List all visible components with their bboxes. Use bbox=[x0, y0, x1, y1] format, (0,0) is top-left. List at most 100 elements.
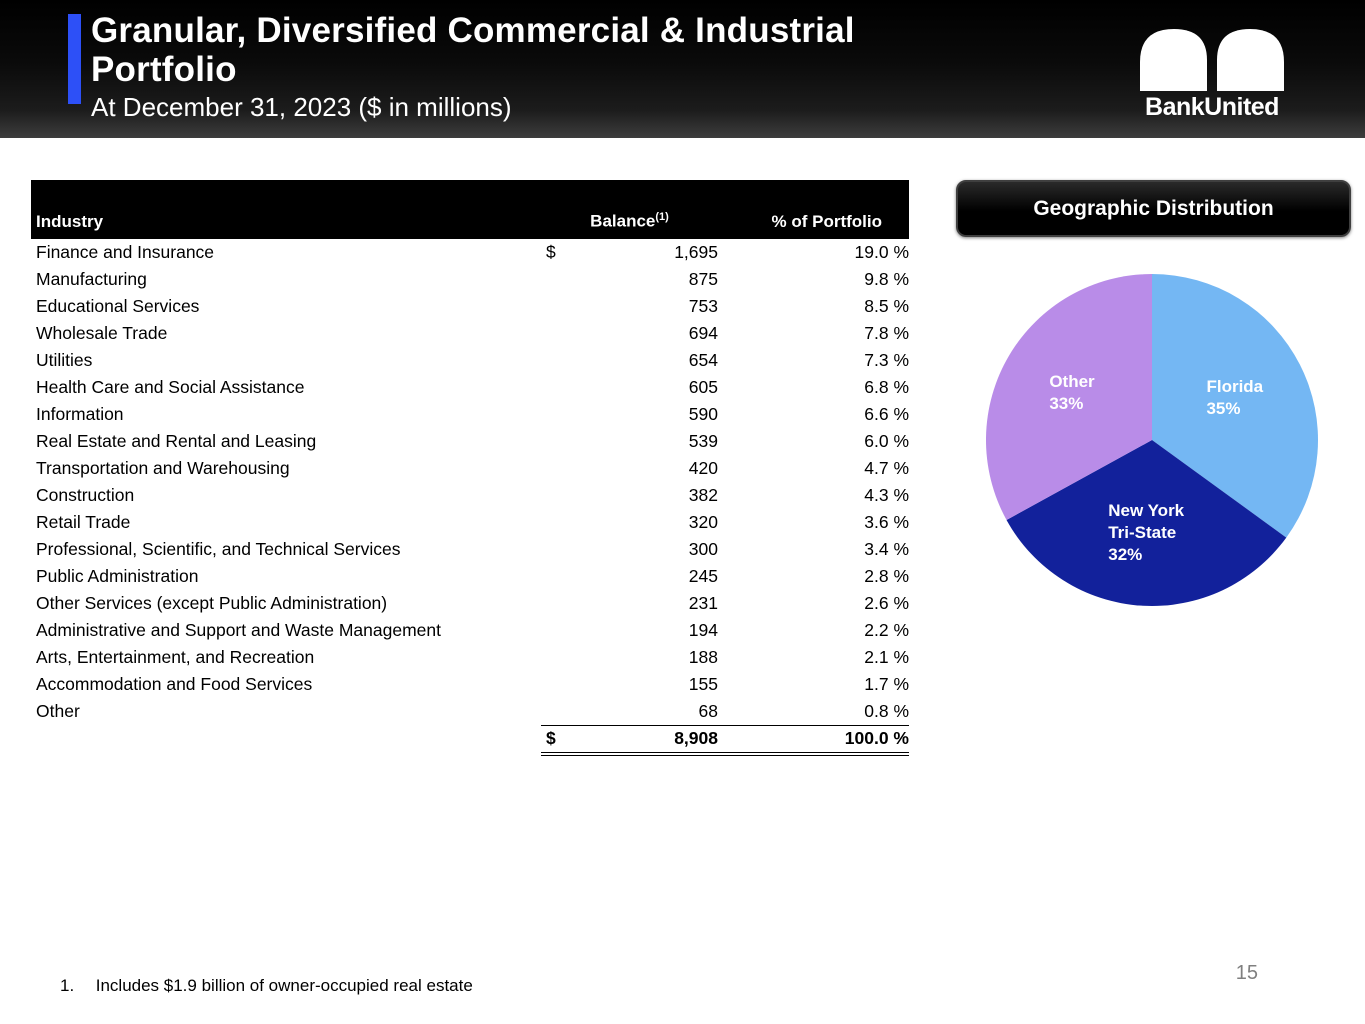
footnote-marker: 1. bbox=[60, 976, 75, 995]
total-dollar-cell: $ bbox=[541, 724, 572, 756]
dollar-cell bbox=[541, 320, 572, 347]
balance-cell: 694 bbox=[688, 323, 718, 343]
dollar-cell bbox=[541, 617, 572, 644]
portfolio-cell: 6.8 % bbox=[864, 377, 909, 397]
industry-cell: Other Services (except Public Administra… bbox=[36, 593, 388, 613]
balance-cell: 68 bbox=[698, 700, 718, 721]
table-total-row: $ 8,908 100.0 % bbox=[31, 724, 909, 756]
footnote-text: Includes $1.9 billion of owner-occupied … bbox=[95, 976, 473, 995]
dollar-cell bbox=[541, 347, 572, 374]
balance-cell: 420 bbox=[688, 458, 718, 478]
industry-cell: Administrative and Support and Waste Man… bbox=[36, 620, 441, 640]
bankunited-logo-text: BankUnited bbox=[1145, 93, 1279, 121]
portfolio-cell: 3.6 % bbox=[864, 512, 909, 532]
industry-cell: Health Care and Social Assistance bbox=[36, 377, 305, 397]
portfolio-cell: 7.8 % bbox=[864, 323, 909, 343]
table-row: Accommodation and Food Services 155 1.7 % bbox=[31, 671, 909, 698]
table-row: Finance and Insurance $1,695 19.0 % bbox=[31, 239, 909, 266]
table-row: Construction 382 4.3 % bbox=[31, 482, 909, 509]
balance-cell: 539 bbox=[688, 431, 718, 451]
balance-cell: 155 bbox=[688, 674, 718, 694]
balance-cell: 875 bbox=[688, 269, 718, 289]
balance-cell: 231 bbox=[688, 593, 718, 613]
table-row: Health Care and Social Assistance 605 6.8 … bbox=[31, 374, 909, 401]
balance-cell: 300 bbox=[688, 539, 718, 559]
industry-cell: Information bbox=[36, 404, 124, 424]
table-row: Real Estate and Rental and Leasing 539 6.0… bbox=[31, 428, 909, 455]
table-row: Manufacturing 875 9.8 % bbox=[31, 266, 909, 293]
table-row: Educational Services 753 8.5 % bbox=[31, 293, 909, 320]
geographic-distribution-title: Geographic Distribution bbox=[956, 180, 1351, 237]
pie-label-new-york-tri-state: New York Tri-State 32% bbox=[1108, 500, 1185, 564]
slide-title: Granular, Diversified Commercial & Indus… bbox=[91, 11, 855, 89]
industry-cell: Utilities bbox=[36, 350, 93, 370]
balance-cell: 590 bbox=[688, 404, 718, 424]
dollar-cell bbox=[541, 509, 572, 536]
pie-svg bbox=[985, 274, 1319, 607]
industry-cell: Finance and Insurance bbox=[36, 242, 215, 262]
pie-slice-other bbox=[985, 274, 1152, 520]
table-header-row: Industry Balance(1) % of Portfolio bbox=[31, 180, 909, 239]
balance-cell: 605 bbox=[688, 377, 718, 397]
industry-cell: Retail Trade bbox=[36, 512, 131, 532]
portfolio-cell: 3.4 % bbox=[864, 539, 909, 559]
table-row: Administrative and Support and Waste Man… bbox=[31, 617, 909, 644]
col-header-portfolio: % of Portfolio bbox=[718, 180, 909, 239]
dollar-cell bbox=[541, 428, 572, 455]
industry-cell: Accommodation and Food Services bbox=[36, 674, 313, 694]
pie-label-other: Other 33% bbox=[1049, 371, 1095, 413]
industry-cell: Professional, Scientific, and Technical … bbox=[36, 539, 401, 559]
industry-cell: Manufacturing bbox=[36, 269, 147, 289]
balance-cell: 1,695 bbox=[674, 242, 718, 262]
balance-cell: 753 bbox=[688, 296, 718, 316]
table-row: Transportation and Warehousing 420 4.7 % bbox=[31, 455, 909, 482]
balance-header-label: Balance bbox=[590, 212, 656, 231]
industry-cell: Real Estate and Rental and Leasing bbox=[36, 431, 317, 451]
title-block: Granular, Diversified Commercial & Indus… bbox=[91, 11, 936, 123]
balance-cell: 245 bbox=[688, 566, 718, 586]
portfolio-cell: 9.8 % bbox=[864, 269, 909, 289]
industry-table: Industry Balance(1) % of Portfolio Finan… bbox=[31, 180, 909, 756]
balance-cell: 654 bbox=[688, 350, 718, 370]
portfolio-cell: 6.0 % bbox=[864, 431, 909, 451]
geographic-distribution-title-label: Geographic Distribution bbox=[1033, 196, 1274, 220]
table-row: Information 590 6.6 % bbox=[31, 401, 909, 428]
portfolio-cell: 19.0 % bbox=[854, 242, 909, 262]
table-row: Other Services (except Public Administra… bbox=[31, 590, 909, 617]
industry-cell: Arts, Entertainment, and Recreation bbox=[36, 647, 315, 667]
pie-label-florida: Florida 35% bbox=[1206, 376, 1264, 418]
dollar-cell bbox=[541, 293, 572, 320]
footnote: 1. Includes $1.9 billion of owner-occupi… bbox=[60, 976, 473, 996]
dollar-cell bbox=[541, 401, 572, 428]
dollar-cell bbox=[541, 698, 572, 725]
portfolio-cell: 8.5 % bbox=[864, 296, 909, 316]
portfolio-cell: 2.8 % bbox=[864, 566, 909, 586]
balance-footnote-marker: (1) bbox=[655, 211, 669, 224]
bankunited-logo: BankUnited bbox=[1136, 24, 1288, 122]
slide-subtitle: At December 31, 2023 ($ in millions) bbox=[91, 92, 512, 122]
pie-slice-new-york-tri-state bbox=[1006, 440, 1287, 607]
portfolio-cell: 4.7 % bbox=[864, 458, 909, 478]
dollar-cell bbox=[541, 644, 572, 671]
portfolio-cell: 0.8 % bbox=[864, 700, 909, 721]
table-row: Other 68 0.8 % bbox=[31, 698, 909, 725]
balance-cell: 194 bbox=[688, 620, 718, 640]
table-row: Public Administration 245 2.8 % bbox=[31, 563, 909, 590]
pie-chart: Florida 35% New York Tri-State 32% Other 33% bbox=[984, 272, 1320, 608]
total-balance-cell: 8,908 bbox=[572, 724, 718, 756]
table-row: Utilities 654 7.3 % bbox=[31, 347, 909, 374]
industry-cell: Other bbox=[36, 701, 80, 721]
balance-cell: 320 bbox=[688, 512, 718, 532]
industry-cell: Educational Services bbox=[36, 296, 200, 316]
total-portfolio-cell: 100.0 % bbox=[718, 724, 909, 756]
portfolio-cell: 2.1 % bbox=[864, 647, 909, 667]
table-row: Arts, Entertainment, and Recreation 188 2.… bbox=[31, 644, 909, 671]
portfolio-cell: 6.6 % bbox=[864, 404, 909, 424]
portfolio-cell: 2.2 % bbox=[864, 620, 909, 640]
dollar-cell: $ bbox=[546, 242, 556, 262]
table-row: Retail Trade 320 3.6 % bbox=[31, 509, 909, 536]
industry-table-section: Industry Balance(1) % of Portfolio Finan… bbox=[31, 180, 909, 756]
col-header-balance: Balance(1) bbox=[541, 180, 718, 239]
dollar-cell bbox=[541, 590, 572, 617]
